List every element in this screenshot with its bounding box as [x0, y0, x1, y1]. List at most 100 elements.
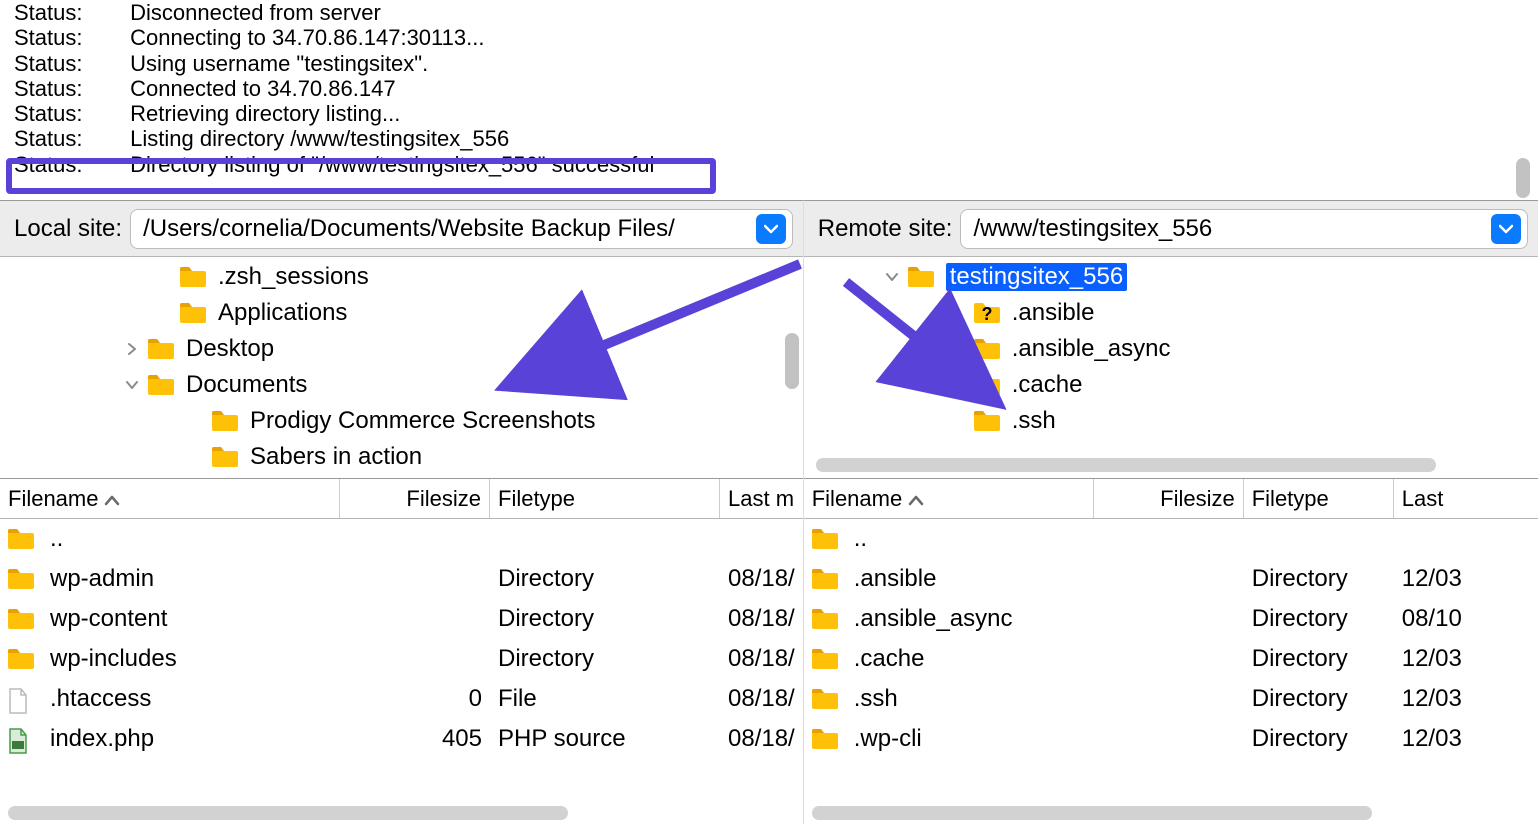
file-type: Directory: [1244, 645, 1394, 673]
remote-file-row[interactable]: .wp-cli Directory 12/03: [804, 719, 1538, 759]
local-col-filetype[interactable]: Filetype: [490, 479, 720, 518]
remote-file-row[interactable]: .ssh Directory 12/03: [804, 679, 1538, 719]
file-mod: 08/18/: [720, 725, 803, 753]
file-mod: 12/03: [1394, 685, 1538, 713]
local-list-hscrollbar[interactable]: [8, 806, 568, 820]
file-type: Directory: [1244, 565, 1394, 593]
file-name: .ansible: [846, 565, 1094, 593]
log-label: Status:: [14, 51, 124, 76]
local-file-row[interactable]: index.php 405 PHP source 08/18/: [0, 719, 803, 759]
remote-tree-item[interactable]: .ssh: [804, 403, 1538, 439]
local-file-list[interactable]: .. wp-admin Directory 08/18/ wp-content …: [0, 519, 803, 824]
folder-icon: [146, 337, 176, 361]
folder-icon: [178, 265, 208, 289]
local-file-row[interactable]: ..: [0, 519, 803, 559]
local-tree-item[interactable]: Sabers in action: [0, 439, 803, 475]
log-message: Connecting to 34.70.86.147:30113...: [130, 25, 484, 50]
folder-icon: [210, 445, 240, 469]
remote-tree[interactable]: testingsitex_556 ? .ansible .ansible_asy…: [804, 257, 1538, 479]
tree-item-label: Prodigy Commerce Screenshots: [250, 407, 595, 435]
folder-icon: [6, 647, 34, 671]
folder-icon: [6, 527, 34, 551]
local-file-row[interactable]: wp-admin Directory 08/18/: [0, 559, 803, 599]
remote-path-field[interactable]: /www/testingsitex_556: [960, 209, 1528, 249]
file-mod: 08/18/: [720, 605, 803, 633]
file-size: 0: [340, 685, 490, 713]
local-site-bar: Local site: /Users/cornelia/Documents/We…: [0, 201, 803, 257]
file-name: wp-includes: [42, 645, 340, 673]
log-message: Disconnected from server: [130, 0, 381, 25]
log-message: Using username "testingsitex".: [130, 51, 428, 76]
log-label: Status:: [14, 76, 124, 101]
remote-file-row[interactable]: .ansible_async Directory 08/10: [804, 599, 1538, 639]
file-type: File: [490, 685, 720, 713]
file-name: .cache: [846, 645, 1094, 673]
local-file-row[interactable]: wp-includes Directory 08/18/: [0, 639, 803, 679]
log-scrollbar-track[interactable]: [1516, 0, 1534, 200]
remote-tree-item[interactable]: ? .ansible: [804, 295, 1538, 331]
disclosure-icon[interactable]: [878, 271, 906, 283]
log-row: Status: Using username "testingsitex".: [14, 51, 1538, 76]
log-scrollbar-thumb[interactable]: [1516, 158, 1530, 198]
remote-file-row[interactable]: ..: [804, 519, 1538, 559]
file-mod: 08/10: [1394, 605, 1538, 633]
tree-item-label: .ansible: [1012, 299, 1095, 327]
local-col-lastmod[interactable]: Last m: [720, 479, 803, 518]
folder-icon: [972, 373, 1002, 397]
local-tree-item[interactable]: Prodigy Commerce Screenshots: [0, 403, 803, 439]
remote-col-lastmod[interactable]: Last: [1394, 479, 1538, 518]
remote-col-filetype[interactable]: Filetype: [1244, 479, 1394, 518]
file-name: .wp-cli: [846, 725, 1094, 753]
svg-text:?: ?: [981, 304, 992, 324]
local-path-field[interactable]: /Users/cornelia/Documents/Website Backup…: [130, 209, 793, 249]
local-col-filename[interactable]: Filename: [0, 479, 340, 518]
remote-site-label: Remote site:: [818, 215, 953, 243]
file-mod: 12/03: [1394, 645, 1538, 673]
remote-col-filesize[interactable]: Filesize: [1094, 479, 1244, 518]
tree-item-label: Desktop: [186, 335, 274, 363]
file-type: Directory: [490, 645, 720, 673]
file-type: Directory: [1244, 725, 1394, 753]
remote-file-row[interactable]: .ansible Directory 12/03: [804, 559, 1538, 599]
file-type: Directory: [490, 565, 720, 593]
log-label: Status:: [14, 101, 124, 126]
local-tree-item[interactable]: .zsh_sessions: [0, 259, 803, 295]
remote-tree-item[interactable]: .cache: [804, 367, 1538, 403]
log-message: Directory listing of "/www/testingsitex_…: [130, 152, 654, 177]
remote-tree-hscrollbar[interactable]: [816, 458, 1436, 472]
log-row: Status: Retrieving directory listing...: [14, 101, 1538, 126]
local-file-row[interactable]: .htaccess 0 File 08/18/: [0, 679, 803, 719]
file-size: 405: [340, 725, 490, 753]
local-tree-item[interactable]: Desktop: [0, 331, 803, 367]
local-file-row[interactable]: wp-content Directory 08/18/: [0, 599, 803, 639]
local-col-filesize[interactable]: Filesize: [340, 479, 490, 518]
local-tree-item[interactable]: Documents: [0, 367, 803, 403]
remote-list-hscrollbar[interactable]: [812, 806, 1372, 820]
local-tree-item[interactable]: Applications: [0, 295, 803, 331]
remote-file-list[interactable]: .. .ansible Directory 12/03 .ansible_asy…: [804, 519, 1538, 824]
local-tree[interactable]: .zsh_sessions Applications Desktop Docum…: [0, 257, 803, 479]
tree-item-label: Applications: [218, 299, 347, 327]
remote-col-filename[interactable]: Filename: [804, 479, 1094, 518]
log-message: Listing directory /www/testingsitex_556: [130, 126, 509, 151]
tree-item-label: .zsh_sessions: [218, 263, 369, 291]
remote-list-header[interactable]: Filename Filesize Filetype Last: [804, 479, 1538, 519]
remote-path-dropdown-button[interactable]: [1491, 214, 1521, 244]
file-type: PHP source: [490, 725, 720, 753]
remote-tree-item[interactable]: .ansible_async: [804, 331, 1538, 367]
local-path-dropdown-button[interactable]: [756, 214, 786, 244]
log-message: Connected to 34.70.86.147: [130, 76, 395, 101]
remote-file-row[interactable]: .cache Directory 12/03: [804, 639, 1538, 679]
remote-tree-item[interactable]: testingsitex_556: [804, 259, 1538, 295]
file-name: index.php: [42, 725, 340, 753]
folder-icon: [972, 409, 1002, 433]
file-name: .htaccess: [42, 685, 340, 713]
folder-icon: [906, 265, 936, 289]
folder-icon: [6, 567, 34, 591]
local-list-header[interactable]: Filename Filesize Filetype Last m: [0, 479, 803, 519]
file-name: wp-content: [42, 605, 340, 633]
file-name: wp-admin: [42, 565, 340, 593]
disclosure-icon[interactable]: [118, 379, 146, 391]
disclosure-icon[interactable]: [118, 342, 146, 356]
local-tree-scrollbar-thumb[interactable]: [785, 333, 799, 389]
